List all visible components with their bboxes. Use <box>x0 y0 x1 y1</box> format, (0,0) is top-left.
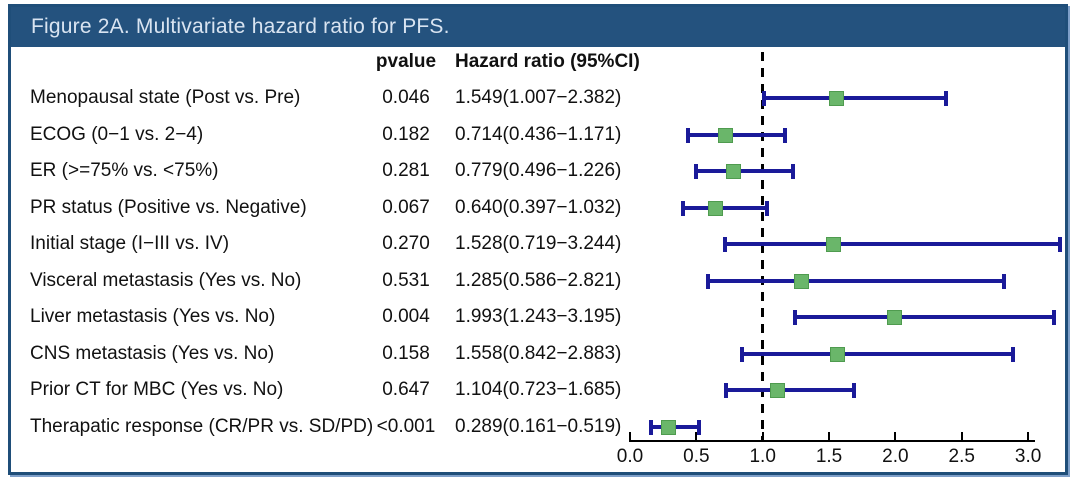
ci-cap-right <box>1010 346 1015 362</box>
ci-cap-left <box>705 273 710 289</box>
axis-tick <box>695 432 698 440</box>
pvalue-cell: <0.001 <box>376 415 436 437</box>
ci-cap-right <box>1058 237 1063 253</box>
ci-bar <box>695 169 793 174</box>
figure-frame-inner: Figure 2A. Multivariate hazard ratio for… <box>11 7 1065 472</box>
axis-tick-label: 1.0 <box>749 446 776 467</box>
row-label: CNS metastasis (Yes vs. No) <box>30 342 275 364</box>
ci-cap-right <box>1051 310 1056 326</box>
ci-cap-left <box>723 383 728 399</box>
ci-bar <box>725 242 1061 247</box>
ci-cap-right <box>944 91 949 106</box>
axis-tick <box>761 432 764 440</box>
ci-cap-right <box>696 419 701 435</box>
pvalue-cell: 0.647 <box>382 379 430 401</box>
ci-cap-left <box>680 200 685 216</box>
figure-title-bar: Figure 2A. Multivariate hazard ratio for… <box>11 7 1065 47</box>
hr-marker <box>793 273 809 289</box>
ci-bar <box>707 278 1005 283</box>
hr-ci-cell: 1.528(0.719−3.244) <box>455 233 622 255</box>
row-label: PR status (Positive vs. Negative) <box>30 196 307 218</box>
ci-cap-right <box>1002 273 1007 289</box>
ci-cap-left <box>792 310 797 326</box>
row-label: Initial stage (I−III vs. IV) <box>30 233 230 255</box>
hr-marker <box>717 127 733 143</box>
axis-tick <box>828 432 831 440</box>
ci-cap-right <box>851 383 856 399</box>
row-label: ER (>=75% vs. <75%) <box>30 160 219 182</box>
ci-cap-left <box>649 419 654 435</box>
hr-ci-cell: 0.289(0.161−0.519) <box>455 415 622 437</box>
row-label: Therapatic response (CR/PR vs. SD/PD) <box>30 415 374 437</box>
ci-bar <box>687 132 786 137</box>
row-label: ECOG (0−1 vs. 2−4) <box>30 123 204 145</box>
hr-marker <box>887 310 903 326</box>
pvalue-cell: 0.182 <box>382 123 430 145</box>
row-label: Menopausal state (Post vs. Pre) <box>30 87 301 108</box>
hr-ci-cell: 1.285(0.586−2.821) <box>455 269 622 291</box>
hr-ci-cell: 1.104(0.723−1.685) <box>455 379 622 401</box>
ci-bar <box>725 388 854 393</box>
hr-marker <box>825 237 841 253</box>
hr-marker <box>661 419 677 435</box>
ci-bar <box>763 96 947 100</box>
pvalue-cell: 0.067 <box>382 196 430 218</box>
row-label: Visceral metastasis (Yes vs. No) <box>30 269 302 291</box>
pvalue-cell: 0.270 <box>382 233 430 255</box>
hr-ci-cell: 1.993(1.243−3.195) <box>455 306 622 328</box>
row-label: Liver metastasis (Yes vs. No) <box>30 306 276 328</box>
axis-tick-label: 2.0 <box>882 446 909 467</box>
hr-ci-cell: 1.549(1.007−2.382) <box>455 87 622 108</box>
column-header-hazard-ratio: Hazard ratio (95%CI) <box>455 51 640 72</box>
ci-cap-left <box>693 164 698 180</box>
ci-cap-left <box>739 346 744 362</box>
hr-ci-cell: 1.558(0.842−2.883) <box>455 342 622 364</box>
ci-cap-left <box>685 127 690 143</box>
axis-tick-label: 1.5 <box>815 446 843 467</box>
ci-cap-right <box>783 127 788 143</box>
figure-frame: Figure 2A. Multivariate hazard ratio for… <box>8 4 1068 475</box>
figure-title: Figure 2A. Multivariate hazard ratio for… <box>31 15 450 38</box>
axis-tick <box>629 432 631 440</box>
hr-marker <box>707 200 723 216</box>
axis-tick-label: 0.0 <box>616 446 644 467</box>
hr-ci-cell: 0.640(0.397−1.032) <box>455 196 622 218</box>
hr-marker <box>726 164 742 180</box>
axis-tick-label: 2.5 <box>948 446 975 467</box>
ci-cap-left <box>723 237 728 253</box>
ci-bar <box>794 315 1054 320</box>
axis-tick-label: 3.0 <box>1014 446 1042 467</box>
ci-bar <box>741 351 1013 356</box>
axis-tick <box>1027 432 1030 440</box>
ci-cap-left <box>761 91 766 106</box>
pvalue-cell: 0.004 <box>382 306 430 328</box>
pvalue-cell: 0.158 <box>382 342 430 364</box>
column-header-pvalue: pvalue <box>375 51 437 72</box>
hr-ci-cell: 0.714(0.436−1.171) <box>455 123 622 145</box>
hr-ci-cell: 0.779(0.496−1.226) <box>455 160 622 182</box>
hr-marker <box>769 383 785 399</box>
ci-cap-right <box>790 164 795 180</box>
hr-marker <box>829 346 845 362</box>
hr-marker <box>828 91 844 106</box>
x-axis-line <box>629 440 1036 442</box>
ci-bar <box>682 205 767 210</box>
axis-tick <box>894 432 897 440</box>
axis-tick-label: 0.5 <box>683 446 710 467</box>
axis-tick <box>960 432 963 440</box>
pvalue-cell: 0.531 <box>382 269 430 291</box>
pvalue-cell: 0.046 <box>382 87 430 108</box>
pvalue-cell: 0.281 <box>382 160 430 182</box>
ci-cap-right <box>764 200 769 216</box>
row-label: Prior CT for MBC (Yes vs. No) <box>30 379 284 401</box>
